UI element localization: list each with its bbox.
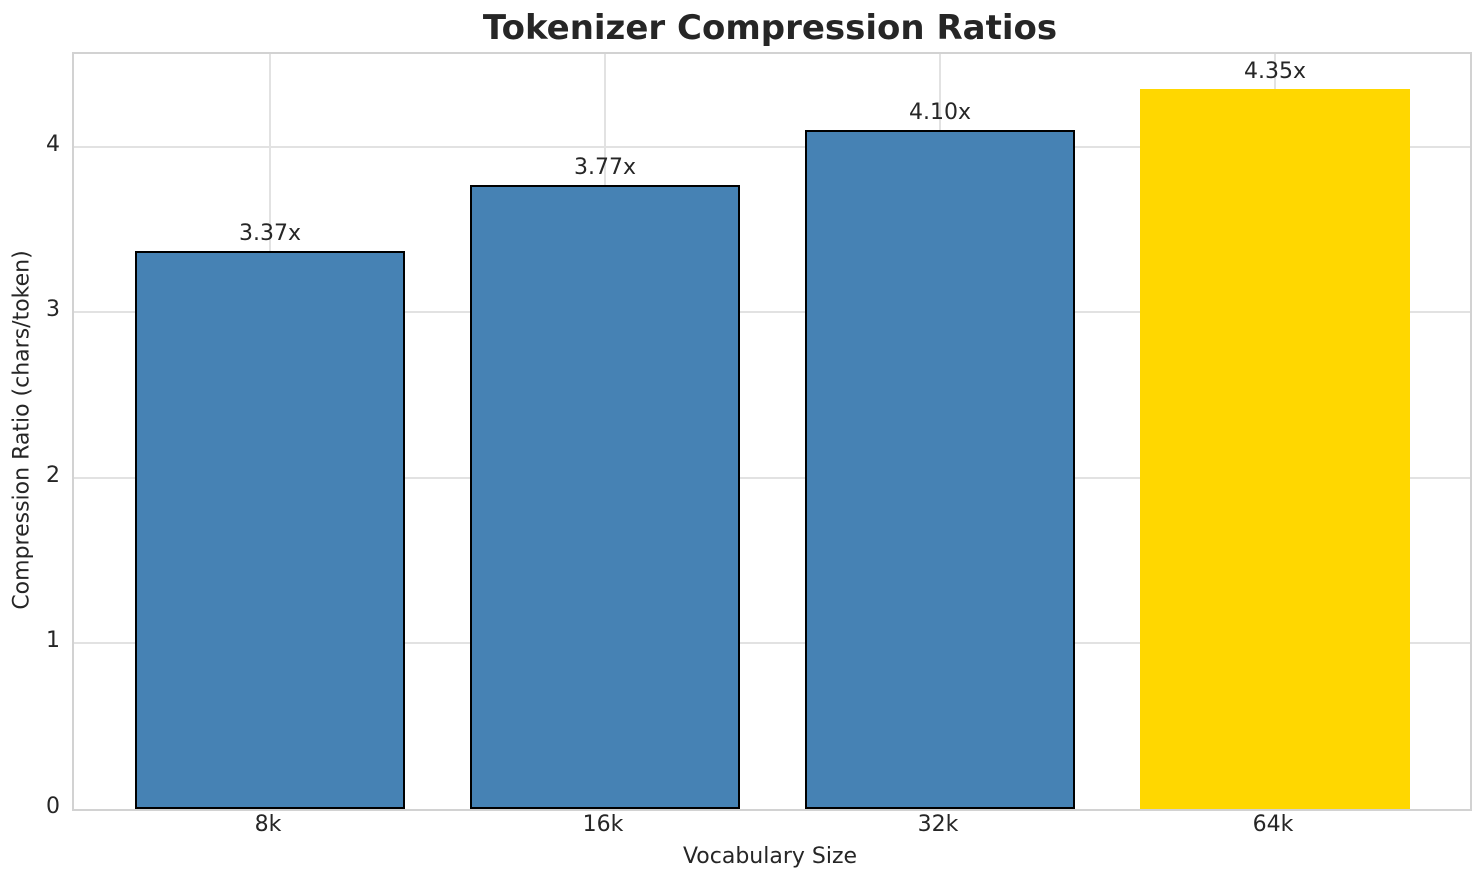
gridline-horizontal — [74, 642, 1470, 645]
bar-32k — [805, 130, 1075, 809]
plot-area: 3.37x 3.77x 4.10x 4.35x — [72, 52, 1472, 811]
x-axis-label: Vocabulary Size — [682, 844, 858, 869]
y-tick-label: 0 — [46, 794, 60, 819]
chart-title: Tokenizer Compression Ratios — [482, 8, 1058, 48]
y-tick-label: 1 — [46, 628, 60, 654]
x-tick-label: 16k — [582, 812, 624, 837]
y-tick-label: 2 — [46, 462, 60, 488]
bar-value-label: 3.77x — [573, 154, 636, 180]
x-tick-label: 64k — [1252, 812, 1294, 837]
y-tick-label: 4 — [46, 131, 60, 157]
bar-value-label: 4.10x — [908, 100, 971, 126]
bar-64k — [1140, 88, 1410, 809]
bar-value-label: 3.37x — [238, 221, 301, 247]
x-tick-label: 32k — [917, 812, 959, 837]
bar-value-label: 4.35x — [1243, 58, 1306, 84]
bar-8k — [135, 251, 405, 809]
bar-16k — [470, 184, 740, 809]
y-tick-label: 3 — [46, 297, 60, 323]
gridline-horizontal — [74, 311, 1470, 314]
gridline-horizontal — [74, 145, 1470, 148]
gridline-horizontal — [74, 476, 1470, 479]
x-tick-label: 8k — [254, 812, 282, 837]
y-axis-label: Compression Ratio (chars/token) — [9, 250, 35, 610]
